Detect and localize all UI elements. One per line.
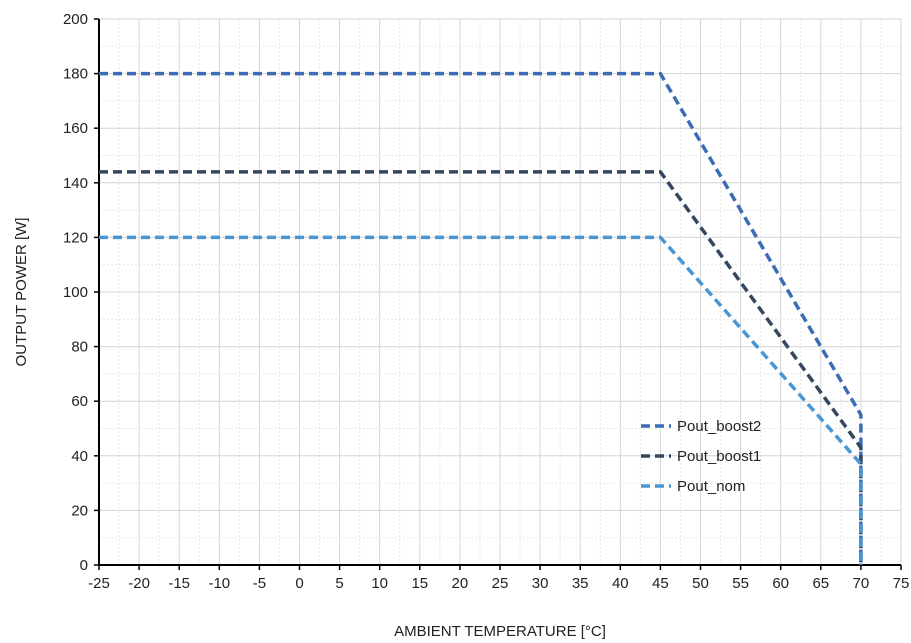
x-tick-label: 35 bbox=[572, 575, 589, 592]
x-tick-label: 25 bbox=[492, 575, 509, 592]
legend-label-pout-boost2: Pout_boost2 bbox=[677, 418, 761, 435]
x-tick-label: 45 bbox=[652, 575, 669, 592]
x-tick-label: 10 bbox=[371, 575, 388, 592]
x-tick-label: -10 bbox=[208, 575, 230, 592]
y-tick-label: 0 bbox=[80, 557, 88, 574]
x-tick-label: 75 bbox=[893, 575, 910, 592]
y-axis-title: OUTPUT POWER [W] bbox=[13, 218, 30, 367]
y-tick-label: 140 bbox=[63, 175, 88, 192]
y-tick-label: 200 bbox=[63, 11, 88, 28]
x-tick-labels: -25 -20 -15 -10 -5 0 5 10 15 20 25 30 35 40 45 50 55 60 65… bbox=[88, 565, 909, 592]
x-tick-label: 50 bbox=[692, 575, 709, 592]
x-axis-title: AMBIENT TEMPERATURE [°C] bbox=[394, 623, 606, 640]
legend-label-pout-boost1: Pout_boost1 bbox=[677, 448, 761, 465]
y-tick-label: 40 bbox=[71, 448, 88, 465]
y-tick-labels: 0 20 40 60 80 100 120 140 160 180 200 bbox=[63, 11, 99, 574]
legend-label-pout-nom: Pout_nom bbox=[677, 478, 745, 495]
x-tick-label: 30 bbox=[532, 575, 549, 592]
x-tick-label: -5 bbox=[253, 575, 266, 592]
y-tick-label: 20 bbox=[71, 502, 88, 519]
grid bbox=[98, 18, 902, 566]
x-tick-label: 60 bbox=[772, 575, 789, 592]
series-line-pout-boost2 bbox=[99, 71, 863, 565]
y-tick-label: 120 bbox=[63, 229, 88, 246]
series-line-pout-boost1 bbox=[99, 170, 863, 565]
x-tick-label: 5 bbox=[335, 575, 343, 592]
x-tick-label: 40 bbox=[612, 575, 629, 592]
y-tick-label: 80 bbox=[71, 339, 88, 356]
x-tick-label: -15 bbox=[168, 575, 190, 592]
legend: Pout_boost2 Pout_boost1 Pout_nom bbox=[641, 418, 761, 495]
x-tick-label: 20 bbox=[452, 575, 469, 592]
x-tick-label: 0 bbox=[295, 575, 303, 592]
series-line-pout-nom bbox=[99, 235, 863, 565]
x-tick-label: 70 bbox=[853, 575, 870, 592]
x-tick-label: -20 bbox=[128, 575, 150, 592]
y-tick-label: 60 bbox=[71, 393, 88, 410]
x-tick-label: 65 bbox=[812, 575, 829, 592]
y-tick-label: 100 bbox=[63, 284, 88, 301]
y-tick-label: 160 bbox=[63, 120, 88, 137]
x-tick-label: 15 bbox=[411, 575, 428, 592]
y-tick-label: 180 bbox=[63, 66, 88, 83]
x-tick-label: 55 bbox=[732, 575, 749, 592]
x-tick-label: -25 bbox=[88, 575, 110, 592]
series-layer bbox=[99, 71, 863, 565]
